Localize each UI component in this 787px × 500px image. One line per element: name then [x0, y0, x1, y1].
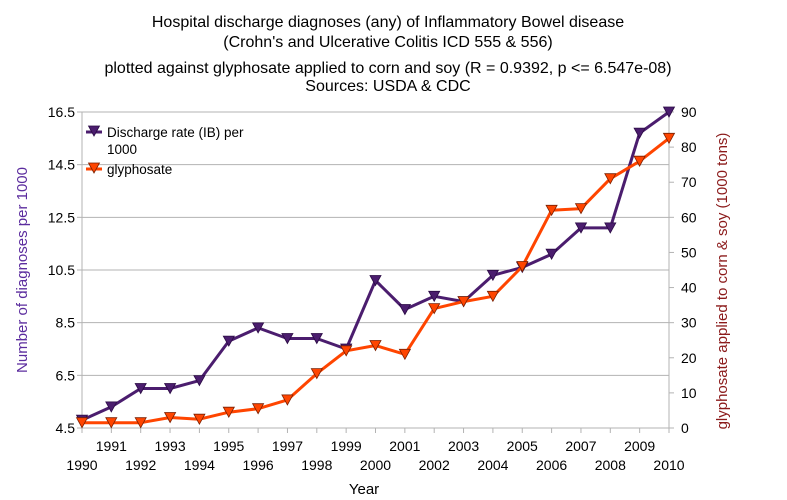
y-axis-right-label: glyphosate applied to corn & soy (1000 t… [714, 133, 731, 430]
x-tick-label: 1993 [154, 438, 185, 454]
grid-lines [82, 111, 669, 429]
data-point-discharge [574, 222, 588, 234]
data-point-glyphosate [134, 417, 147, 429]
data-point-glyphosate [105, 417, 118, 429]
data-point-glyphosate [574, 203, 588, 215]
x-tick-label: 2001 [389, 438, 420, 454]
y-left-tick-label: 10.5 [48, 262, 75, 278]
chart-title: Hospital discharge diagnoses (any) of In… [152, 14, 624, 31]
data-point-glyphosate [75, 417, 89, 429]
x-tick-label: 1999 [331, 438, 362, 454]
y-right-tick-label: 60 [681, 209, 697, 225]
data-point-discharge [105, 401, 118, 413]
chart-title-line2: (Crohn's and Ulcerative Colitis ICD 555 … [223, 34, 552, 51]
data-point-discharge [251, 322, 265, 334]
legend-label-discharge-line2: 1000 [107, 142, 137, 157]
data-point-glyphosate [251, 403, 265, 415]
data-point-glyphosate [398, 348, 412, 361]
x-tick-label: 1991 [96, 438, 127, 454]
data-point-glyphosate [340, 345, 353, 357]
x-tick-label: 1995 [213, 438, 244, 454]
data-point-glyphosate [516, 261, 529, 273]
x-tick-label: 2010 [653, 457, 684, 473]
y-right-tick-label: 30 [681, 315, 697, 331]
data-point-glyphosate [428, 303, 441, 315]
y-left-tick-label: 14.5 [48, 157, 75, 173]
x-tick-label: 2002 [419, 457, 450, 473]
data-point-glyphosate [604, 173, 617, 185]
data-point-glyphosate [193, 413, 206, 426]
x-tick-label: 2006 [536, 457, 567, 473]
data-point-glyphosate [486, 290, 500, 303]
x-tick-label: 1992 [125, 457, 156, 473]
x-tick-label: 2004 [477, 457, 508, 473]
x-tick-label: 2009 [624, 438, 655, 454]
data-point-glyphosate [310, 368, 323, 380]
y-left-tick-label: 12.5 [48, 209, 75, 225]
y-right-tick-label: 10 [681, 385, 697, 401]
data-point-discharge [281, 333, 294, 345]
data-point-discharge [486, 269, 500, 282]
chart-subtitle: plotted against glyphosate applied to co… [104, 60, 671, 77]
y-right-tick-label: 40 [681, 280, 697, 296]
data-point-discharge [633, 127, 646, 139]
y-right-tick-label: 20 [681, 350, 697, 366]
y-right-tick-label: 70 [681, 174, 697, 190]
y-left-tick-label: 16.5 [48, 104, 75, 120]
data-point-discharge [545, 248, 558, 261]
axis-ticks: 4.5 6.5 8.5 10.5 12.5 14.5 16.5 0 10 20 30 40 50 60 70… [48, 104, 697, 473]
data-point-discharge [193, 375, 206, 387]
data-point-discharge [428, 290, 441, 303]
data-point-glyphosate [369, 340, 382, 352]
data-point-glyphosate [222, 406, 235, 419]
y-left-tick-label: 4.5 [56, 420, 76, 436]
legend-marker-discharge [87, 125, 101, 137]
y-axis-left-label: Number of diagnoses per 1000 [14, 167, 31, 373]
chart-sources: Sources: USDA & CDC [305, 78, 470, 95]
y-right-tick-label: 0 [681, 420, 689, 436]
x-tick-label: 1994 [184, 457, 215, 473]
data-point-discharge [398, 304, 412, 316]
data-point-glyphosate [662, 132, 676, 145]
y-left-tick-label: 6.5 [56, 367, 76, 383]
y-left-tick-label: 8.5 [56, 315, 76, 331]
data-point-discharge [662, 106, 676, 118]
x-tick-label: 2007 [565, 438, 596, 454]
data-point-glyphosate [545, 204, 558, 217]
x-tick-label: 2000 [360, 457, 391, 473]
data-point-discharge [163, 383, 177, 395]
data-point-glyphosate [281, 394, 294, 406]
y-right-tick-label: 90 [681, 104, 697, 120]
x-tick-label: 2003 [448, 438, 479, 454]
x-tick-label: 1996 [243, 457, 274, 473]
legend-label-discharge: Discharge rate (IB) per [107, 125, 244, 140]
x-tick-label: 2008 [595, 457, 626, 473]
y-right-tick-label: 50 [681, 244, 697, 260]
data-point-discharge [222, 335, 235, 347]
series-lines [75, 106, 676, 429]
data-point-discharge [369, 275, 382, 287]
legend: Discharge rate (IB) per 1000 glyphosate [86, 125, 244, 177]
legend-marker-glyphosate [87, 162, 101, 174]
legend-label-glyphosate: glyphosate [107, 162, 172, 177]
x-tick-label: 1998 [301, 457, 332, 473]
data-point-glyphosate [163, 412, 177, 424]
y-right-tick-label: 80 [681, 139, 697, 155]
data-point-discharge [604, 222, 617, 234]
x-axis-label: Year [349, 481, 379, 498]
data-point-discharge [310, 333, 323, 345]
x-tick-label: 1990 [66, 457, 97, 473]
x-tick-label: 1997 [272, 438, 303, 454]
data-point-discharge [134, 383, 147, 395]
data-point-glyphosate [457, 296, 470, 308]
x-tick-label: 2005 [507, 438, 538, 454]
data-point-glyphosate [633, 155, 646, 168]
series-line-discharge [81, 110, 670, 422]
